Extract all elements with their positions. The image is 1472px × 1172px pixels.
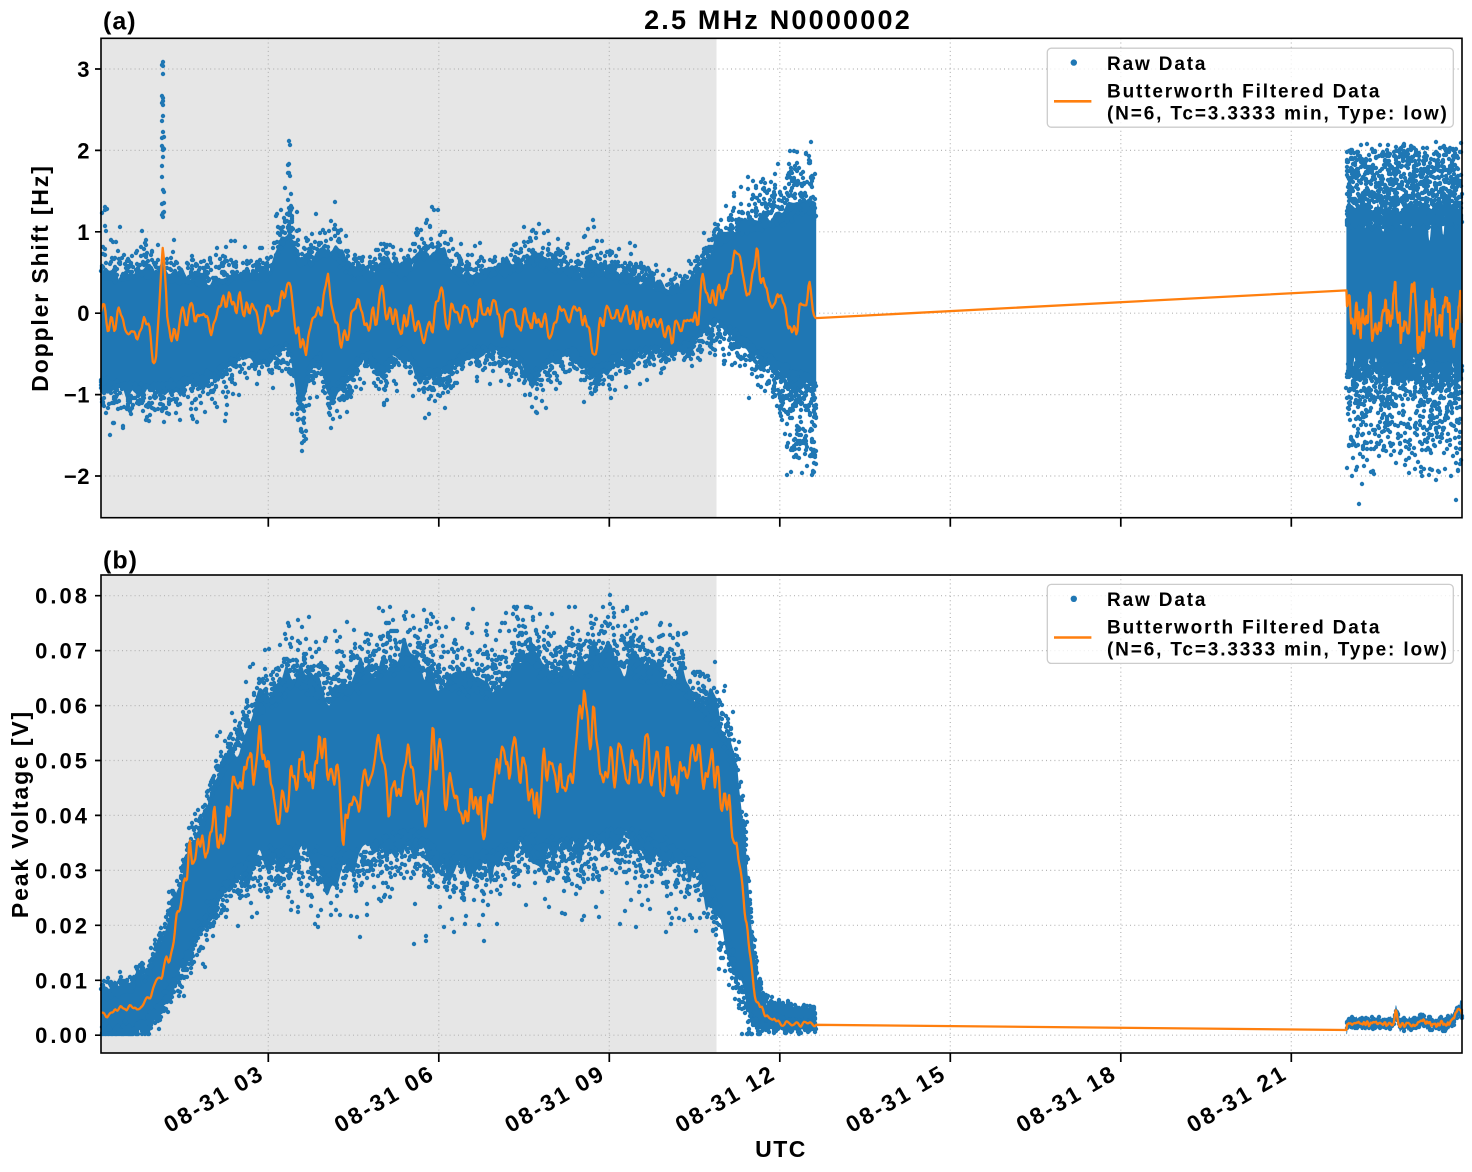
svg-text:0.01: 0.01 — [35, 968, 90, 993]
svg-text:3: 3 — [77, 57, 90, 82]
svg-text:Raw Data: Raw Data — [1107, 54, 1207, 75]
svg-text:0.07: 0.07 — [35, 639, 90, 664]
svg-text:0.00: 0.00 — [35, 1023, 90, 1048]
svg-text:0.02: 0.02 — [35, 913, 90, 938]
svg-text:Doppler Shift [Hz]: Doppler Shift [Hz] — [27, 164, 53, 392]
svg-text:2: 2 — [77, 138, 90, 163]
svg-text:−2: −2 — [64, 464, 90, 489]
svg-text:Peak Voltage [V]: Peak Voltage [V] — [7, 710, 33, 918]
svg-text:Butterworth Filtered Data: Butterworth Filtered Data — [1107, 618, 1381, 639]
svg-text:−1: −1 — [64, 383, 90, 408]
svg-text:0: 0 — [77, 301, 90, 326]
svg-text:(a): (a) — [103, 8, 137, 36]
svg-text:UTC: UTC — [755, 1136, 807, 1162]
svg-text:(b): (b) — [103, 547, 138, 575]
svg-text:Raw Data: Raw Data — [1107, 590, 1207, 611]
svg-text:0.06: 0.06 — [35, 694, 90, 719]
svg-text:(N=6, Tc=3.3333 min, Type: low: (N=6, Tc=3.3333 min, Type: low) — [1107, 640, 1449, 661]
svg-text:0.04: 0.04 — [35, 803, 90, 828]
svg-text:(N=6, Tc=3.3333 min, Type: low: (N=6, Tc=3.3333 min, Type: low) — [1107, 103, 1449, 124]
svg-text:0.03: 0.03 — [35, 858, 90, 883]
svg-text:Butterworth Filtered Data: Butterworth Filtered Data — [1107, 81, 1381, 102]
svg-text:2.5 MHz N0000002: 2.5 MHz N0000002 — [644, 5, 912, 35]
svg-text:1: 1 — [77, 220, 90, 245]
svg-text:0.05: 0.05 — [35, 749, 90, 774]
svg-text:0.08: 0.08 — [35, 584, 90, 609]
